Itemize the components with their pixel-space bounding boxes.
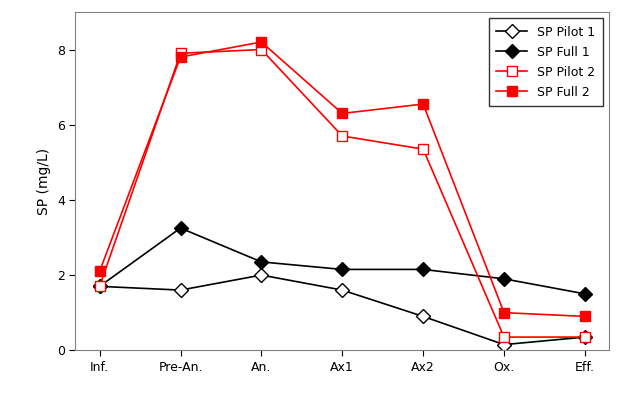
SP Full 1 [420, 267, 427, 272]
SP Full 2 [420, 101, 427, 106]
SP Full 1 [96, 284, 104, 289]
SP Pilot 1 [96, 284, 104, 289]
SP Full 1 [501, 277, 508, 281]
SP Full 2 [176, 55, 184, 59]
SP Pilot 1 [257, 273, 265, 277]
SP Pilot 1 [581, 335, 588, 339]
Y-axis label: SP (mg/L): SP (mg/L) [38, 148, 51, 215]
SP Pilot 1 [501, 342, 508, 347]
SP Full 1 [176, 226, 184, 230]
SP Pilot 2 [176, 51, 184, 56]
SP Full 2 [581, 314, 588, 319]
SP Full 2 [96, 269, 104, 274]
Line: SP Pilot 2: SP Pilot 2 [95, 45, 590, 342]
SP Full 2 [501, 310, 508, 315]
SP Pilot 1 [420, 314, 427, 319]
SP Full 2 [257, 40, 265, 45]
SP Pilot 2 [338, 134, 346, 139]
SP Pilot 1 [338, 288, 346, 293]
SP Full 1 [257, 259, 265, 264]
SP Pilot 2 [581, 335, 588, 339]
Legend: SP Pilot 1, SP Full 1, SP Pilot 2, SP Full 2: SP Pilot 1, SP Full 1, SP Pilot 2, SP Fu… [489, 18, 603, 106]
SP Pilot 2 [96, 284, 104, 289]
SP Pilot 2 [257, 47, 265, 52]
SP Full 2 [338, 111, 346, 116]
SP Pilot 1 [176, 288, 184, 293]
SP Pilot 2 [501, 335, 508, 339]
SP Pilot 2 [420, 147, 427, 152]
SP Full 1 [581, 291, 588, 296]
Line: SP Full 1: SP Full 1 [95, 223, 590, 299]
Line: SP Pilot 1: SP Pilot 1 [95, 270, 590, 349]
Line: SP Full 2: SP Full 2 [95, 37, 590, 321]
SP Full 1 [338, 267, 346, 272]
